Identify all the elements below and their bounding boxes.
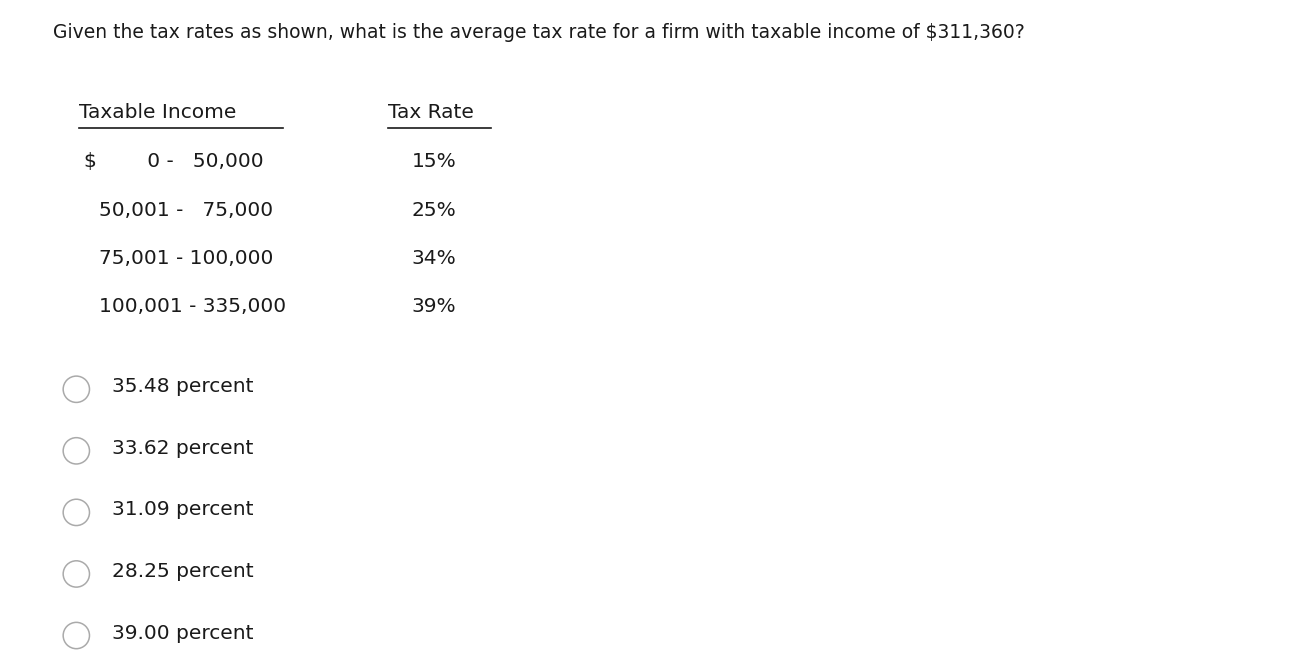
Text: 39.00 percent: 39.00 percent [112,624,254,643]
Text: 75,001 - 100,000: 75,001 - 100,000 [99,249,274,268]
Text: 28.25 percent: 28.25 percent [112,562,254,581]
Text: 34%: 34% [412,249,457,268]
Text: 35.48 percent: 35.48 percent [112,377,254,397]
Text: 100,001 - 335,000: 100,001 - 335,000 [99,297,286,316]
Text: Given the tax rates as shown, what is the average tax rate for a firm with taxab: Given the tax rates as shown, what is th… [53,23,1024,42]
Text: 31.09 percent: 31.09 percent [112,500,254,520]
Text: 39%: 39% [412,297,457,316]
Text: $: $ [83,152,96,171]
Text: 33.62 percent: 33.62 percent [112,439,253,458]
Text: 25%: 25% [412,201,457,220]
Text: 50,001 -   75,000: 50,001 - 75,000 [99,201,272,220]
Text: Tax Rate: Tax Rate [388,103,474,122]
Text: 0 -   50,000: 0 - 50,000 [109,152,263,171]
Text: 15%: 15% [412,152,457,171]
Text: Taxable Income: Taxable Income [79,103,237,122]
